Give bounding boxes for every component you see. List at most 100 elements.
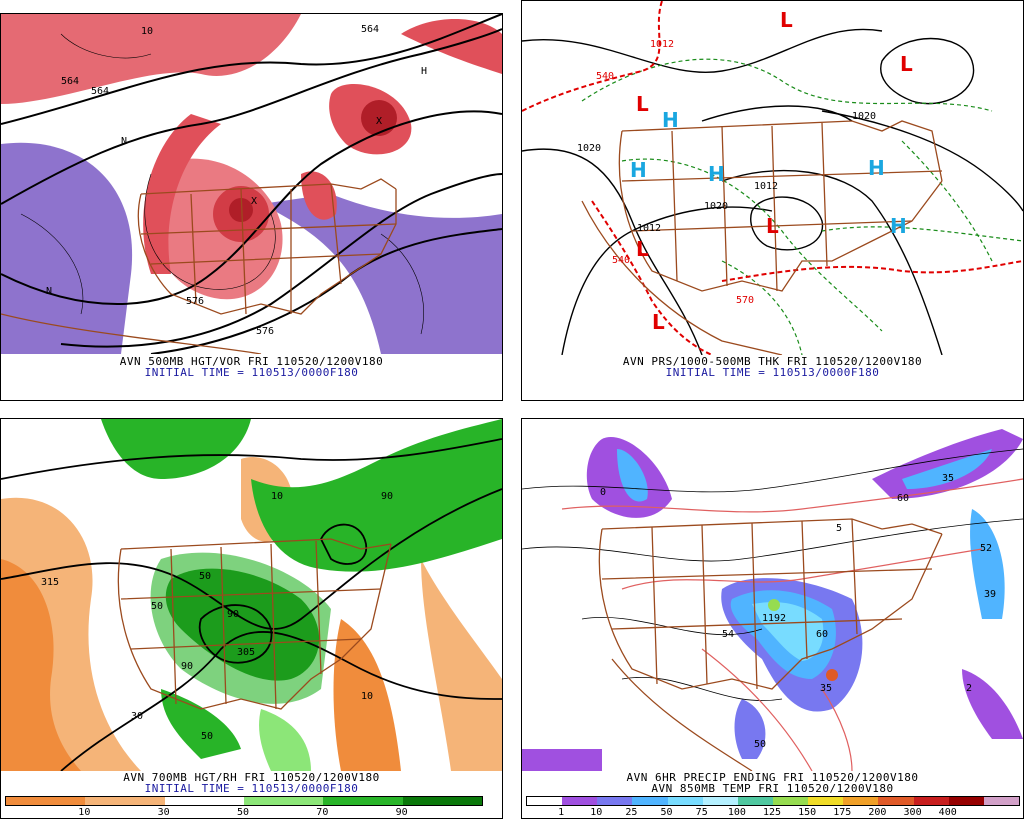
isobar (701, 105, 853, 122)
legend-swatch (667, 797, 703, 805)
high-center: H (708, 162, 725, 186)
vort-max (361, 100, 397, 136)
rh-color-legend (5, 796, 483, 806)
contour-label: 50 (151, 601, 163, 612)
legend-swatch (402, 797, 482, 805)
height-contour (1, 438, 502, 480)
border-line (621, 120, 943, 182)
border-line (601, 568, 933, 630)
low-center: L (636, 237, 649, 261)
thickness-line (721, 260, 803, 355)
temp-contour (561, 478, 1023, 513)
border-line (190, 183, 342, 315)
legend-tick-label: 200 (868, 807, 887, 818)
vort-contour (144, 173, 276, 290)
isobar (821, 110, 1023, 212)
high-center: H (662, 108, 679, 132)
vort-positive-area (143, 114, 221, 274)
legend-tick-label: 1 (558, 807, 565, 818)
panel-prs-thk: L L L L L L H H H H H 1020 1020 1012 101… (521, 0, 1024, 401)
precip-max (768, 599, 780, 611)
contour-label: 35 (942, 473, 954, 484)
panel-caption-initial-time: INITIAL TIME = 110513/0000F180 (665, 366, 880, 379)
legend-tick-label: 50 (236, 807, 250, 818)
border-line (621, 170, 943, 232)
legend-swatch (597, 797, 633, 805)
panel-caption-initial-time: INITIAL TIME = 110513/0000F180 (144, 366, 359, 379)
border-line (1, 313, 262, 354)
legend-swatch (772, 797, 809, 805)
contour-label: X (251, 196, 257, 207)
border-line (117, 543, 392, 710)
border-line (671, 122, 828, 292)
isobar-label: 1020 (852, 111, 876, 122)
isobar (721, 169, 943, 355)
political-borders (581, 120, 943, 355)
map-hgt-rh-svg: 10 50 90 315 30 50 90 10 50 90 305 (1, 419, 502, 771)
high-center: H (630, 158, 647, 182)
contour-label: 564 (361, 24, 379, 35)
precip-max (826, 669, 838, 681)
rh-very-dry-area (333, 619, 401, 771)
thickness-line (901, 140, 993, 262)
high-center: H (868, 156, 885, 180)
contour-label: 60 (816, 629, 828, 640)
map-hgt-rh: 10 50 90 315 30 50 90 10 50 90 305 (1, 419, 502, 771)
contour-label: 0 (600, 487, 606, 498)
legend-tick-label: 300 (903, 807, 922, 818)
panel-caption-initial-time: INITIAL TIME = 110513/0000F180 (144, 782, 359, 795)
low-center: L (636, 92, 649, 116)
political-borders (117, 538, 392, 710)
legend-tick-label: 100 (727, 807, 746, 818)
border-line (601, 518, 943, 535)
contour-label: 90 (381, 491, 393, 502)
contour-label: 39 (984, 589, 996, 600)
isobar (522, 148, 703, 355)
thickness-line (522, 1, 663, 112)
panel-caption-subtitle: AVN 850MB TEMP FRI 110520/1200V180 (651, 782, 894, 795)
panel-caption-title: AVN 500MB HGT/VOR FRI 110520/1200V180 (119, 355, 384, 368)
temp-contours-black (522, 448, 1023, 701)
border-line (170, 540, 322, 710)
legend-swatch (164, 797, 244, 805)
height-contour (1, 14, 502, 125)
precip-legend-ticks: 1 10 25 50 75 100 125 150 175 200 300 400 (526, 807, 1018, 819)
border-line (581, 200, 783, 355)
rh-very-dry-area (1, 559, 81, 771)
contour-label: 54 (722, 629, 734, 640)
map-prs-thk: L L L L L L H H H H H 1020 1020 1012 101… (522, 1, 1023, 355)
political-borders (1, 178, 397, 354)
legend-swatch (323, 797, 403, 805)
contour-label: 50 (754, 739, 766, 750)
vorticity-contours (20, 33, 424, 335)
isobars (522, 28, 1023, 355)
legend-tick-label: 150 (798, 807, 817, 818)
contour-label: 2 (966, 683, 972, 694)
panel-precip-temp: 60 35 52 39 54 1192 60 35 0 5 2 50 AVN 6… (521, 418, 1024, 819)
legend-tick-label: 400 (938, 807, 957, 818)
contour-label: N (121, 136, 127, 147)
isobar-label: 1020 (704, 201, 728, 212)
legend-tick-label: 175 (833, 807, 852, 818)
legend-swatch (6, 797, 86, 805)
legend-swatch (948, 797, 984, 805)
legend-swatch (85, 797, 165, 805)
height-contour (60, 631, 502, 771)
contour-label: H (421, 66, 427, 77)
contour-label: N (46, 286, 52, 297)
contour-label: 576 (256, 326, 274, 337)
border-line (137, 189, 397, 315)
legend-swatch (808, 797, 844, 805)
contour-label: 305 (237, 647, 255, 658)
contour-label: 50 (199, 571, 211, 582)
contour-label: 90 (227, 609, 239, 620)
thickness-line (591, 200, 713, 355)
legend-tick-label: 10 (78, 807, 91, 818)
precip-area (617, 449, 648, 502)
map-precip-temp-svg: 60 35 52 39 54 1192 60 35 0 5 2 50 (522, 429, 1023, 771)
temp-contour (581, 617, 763, 636)
contour-label: 35 (820, 683, 832, 694)
isobar (522, 28, 883, 73)
high-center: H (890, 214, 907, 238)
low-center: L (652, 310, 665, 334)
